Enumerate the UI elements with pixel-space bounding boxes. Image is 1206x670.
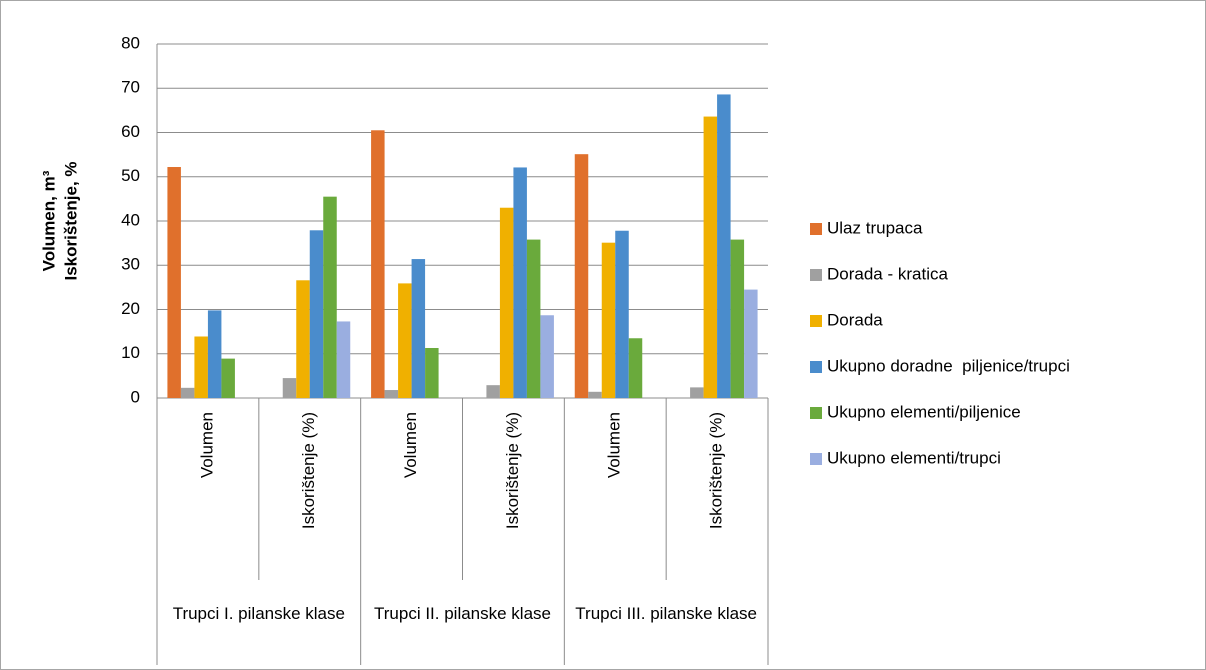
bar [180, 387, 195, 398]
y-tick-label: 20 [121, 299, 140, 318]
y-tick-label: 30 [121, 255, 140, 274]
bar [588, 391, 602, 398]
bar [615, 230, 629, 398]
x-tick-label: Iskorištenje (%) [707, 412, 726, 529]
x-tick-label: Iskorištenje (%) [299, 412, 318, 529]
bar [717, 94, 731, 398]
bar [526, 239, 541, 398]
bar [207, 310, 222, 398]
y-tick-label: 60 [121, 122, 140, 141]
bar [601, 242, 616, 398]
bar [371, 130, 385, 398]
y-tick-label: 40 [121, 210, 140, 229]
bar [384, 390, 399, 398]
bar [540, 315, 554, 398]
bar [167, 167, 181, 398]
bar [513, 167, 527, 398]
bar [744, 289, 758, 398]
legend-label: Ulaz trupaca [827, 218, 923, 237]
bar [730, 239, 745, 398]
y-tick-label: 70 [121, 78, 140, 97]
legend-swatch [810, 407, 822, 419]
legend-swatch [810, 453, 822, 465]
bar [690, 387, 704, 398]
bar [411, 259, 426, 398]
bar [309, 230, 324, 398]
bar [398, 283, 412, 398]
bar [486, 385, 500, 398]
bar [323, 196, 337, 398]
y-tick-label: 50 [121, 166, 140, 185]
group-label: Trupci III. pilanske klase [575, 604, 758, 623]
bar [296, 280, 310, 398]
group-label: Trupci II. pilanske klase [374, 604, 551, 623]
bar [703, 116, 718, 398]
legend-swatch [810, 223, 822, 235]
bar [574, 154, 589, 398]
bar [499, 207, 514, 398]
y-axis-label: Iskorištenje, % [61, 161, 80, 280]
legend-label: Ukupno doradne piljenice/trupci [827, 356, 1070, 375]
bar [221, 358, 235, 398]
legend-swatch [810, 361, 822, 373]
bar [336, 321, 351, 398]
legend-label: Dorada [827, 310, 883, 329]
legend-label: Ukupno elementi/piljenice [827, 402, 1021, 421]
x-tick-label: Volumen [401, 412, 420, 478]
y-tick-label: 0 [131, 387, 140, 406]
legend-swatch [810, 269, 822, 281]
group-label: Trupci I. pilanske klase [172, 604, 345, 623]
legend-label: Dorada - kratica [827, 264, 948, 283]
y-tick-label: 10 [121, 343, 140, 362]
bar [194, 336, 208, 398]
bar [628, 338, 643, 398]
legend-label: Ukupno elementi/trupci [827, 448, 1001, 467]
x-tick-label: Iskorištenje (%) [503, 412, 522, 529]
x-tick-label: Volumen [197, 412, 216, 478]
legend-swatch [810, 315, 822, 327]
bar [282, 378, 297, 398]
y-tick-label: 80 [121, 33, 140, 52]
y-axis-label: Volumen, m³ [39, 170, 58, 271]
x-tick-label: Volumen [605, 412, 624, 478]
bar [425, 347, 439, 398]
